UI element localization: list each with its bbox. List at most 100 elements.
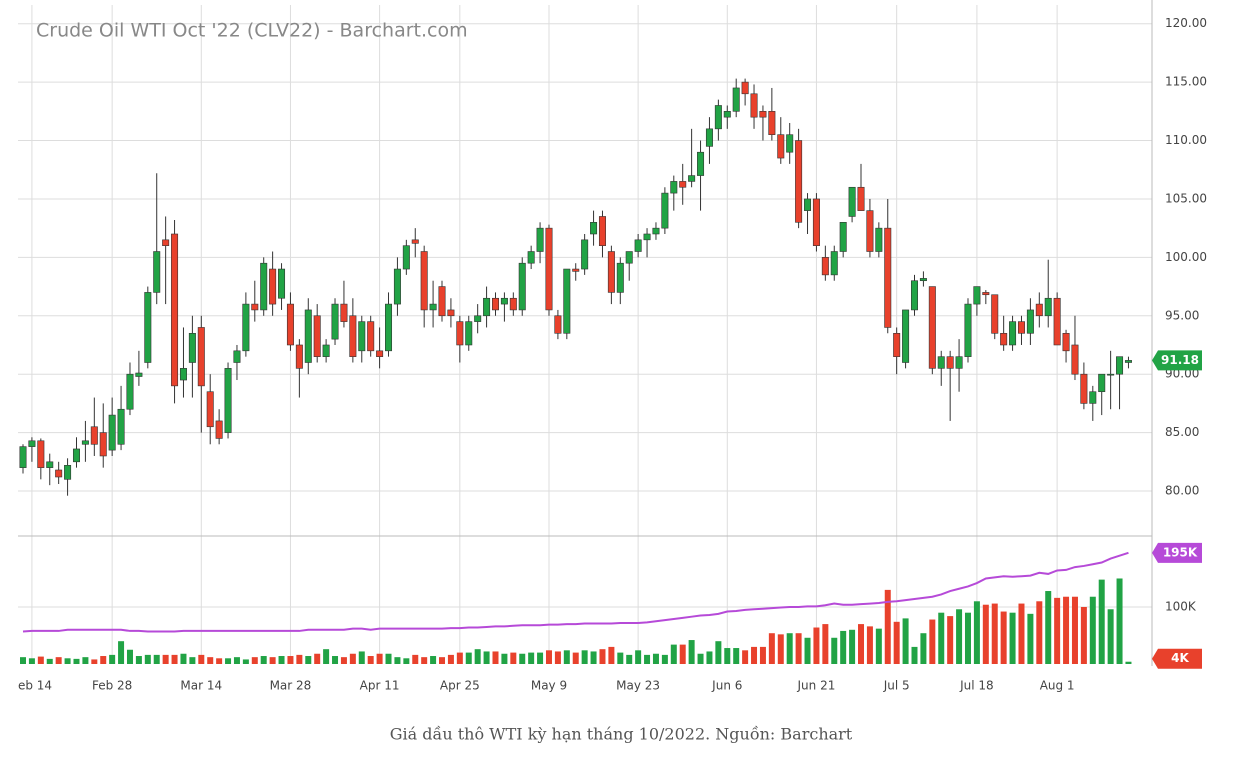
x-tick-label: Jul 18	[959, 679, 994, 693]
volume-bar	[1089, 596, 1096, 664]
volume-bar	[1063, 596, 1070, 664]
volume-bar	[198, 654, 205, 664]
candle-body	[625, 251, 633, 264]
candle-body	[500, 297, 508, 305]
volume-bar	[768, 633, 775, 664]
candle-body	[197, 327, 205, 387]
volume-bar	[956, 609, 963, 664]
volume-bar	[1000, 611, 1007, 664]
volume-bar	[1098, 579, 1105, 664]
y-axis: 80.0085.0090.0095.00100.00105.00110.0011…	[1152, 16, 1207, 669]
volume-bar	[332, 656, 339, 664]
volume-bar	[697, 653, 704, 664]
candle-body	[955, 356, 963, 369]
candle-body	[723, 111, 731, 118]
volume-bar	[902, 618, 909, 664]
candle-body	[358, 321, 366, 352]
volume-bar	[688, 640, 695, 664]
candle-body	[465, 321, 473, 346]
volume-bar	[528, 652, 535, 664]
last-volume-label-badge	[1152, 648, 1202, 669]
candle-body	[928, 286, 936, 369]
candle-body	[233, 350, 241, 363]
volume-bar	[777, 634, 784, 664]
volume-bar	[670, 644, 677, 664]
candle-body	[884, 227, 892, 328]
candle-body	[1000, 332, 1008, 346]
x-tick-label: Mar 28	[270, 679, 312, 693]
candle-body	[90, 426, 98, 445]
candle-body	[616, 262, 624, 293]
candle-body	[893, 332, 901, 357]
candle-body	[28, 440, 36, 447]
candle-body	[411, 239, 419, 244]
volume-bar	[715, 641, 722, 664]
volume-bar	[510, 652, 517, 664]
volume-bar	[572, 652, 579, 664]
candle-body	[420, 251, 428, 311]
candle-body	[1017, 321, 1025, 334]
volume-bar	[1080, 606, 1087, 664]
x-tick-label: Jun 21	[797, 679, 836, 693]
plot	[19, 78, 1132, 664]
x-axis: Feb 14 Feb 28 Mar 14 Mar 28 Apr 11 Apr 25 May …	[18, 679, 1075, 693]
volume-bar	[866, 626, 873, 664]
candle-body	[875, 227, 883, 252]
volume-bar	[314, 653, 321, 664]
volume-bar	[1116, 578, 1123, 664]
volume-bar	[37, 656, 44, 664]
volume-bar	[929, 619, 936, 664]
y-tick-label: 80.00	[1165, 484, 1199, 498]
volume-bar	[537, 652, 544, 664]
volume-bar	[82, 657, 89, 664]
candle-body	[759, 111, 767, 118]
volume-bar	[144, 654, 151, 664]
volume-bar	[340, 657, 347, 664]
volume-bar	[991, 603, 998, 664]
candle-body	[741, 81, 749, 95]
volume-bar	[964, 612, 971, 664]
candle-body	[313, 315, 321, 357]
last-price-label-badge	[1152, 350, 1202, 371]
candle-body	[563, 268, 571, 334]
candle-body	[697, 151, 705, 176]
x-tick-label: Jul 5	[883, 679, 910, 693]
volume-bar	[207, 657, 214, 664]
x-tick-label: Mar 14	[180, 679, 222, 693]
x-tick-label: Aug 1	[1040, 679, 1075, 693]
x-tick-label: May 9	[531, 679, 567, 693]
candle-body	[866, 210, 874, 252]
volume-bar	[519, 653, 526, 664]
volume-bar	[64, 658, 71, 664]
candle-body	[919, 278, 927, 282]
volume-bar	[180, 653, 187, 664]
candle-body	[991, 294, 999, 334]
volume-bar	[742, 650, 749, 664]
x-tick-label: Apr 25	[440, 679, 480, 693]
volume-bar	[189, 657, 196, 664]
candle-body	[367, 321, 375, 352]
candle-body	[55, 469, 63, 478]
volume-bar	[652, 653, 659, 664]
candle-body	[830, 251, 838, 276]
candle-body	[1062, 332, 1070, 352]
volume-bar	[323, 649, 330, 664]
volume-bar	[171, 654, 178, 664]
x-tick-label: Apr 11	[360, 679, 400, 693]
y-tick-label: 100K	[1165, 599, 1197, 613]
volume-bar	[385, 653, 392, 664]
candle-body	[1098, 373, 1106, 393]
candle-body	[340, 303, 348, 322]
volume-bar	[1071, 596, 1078, 664]
volume-bar	[296, 654, 303, 664]
candle-body	[242, 303, 250, 352]
candle-body	[286, 303, 294, 346]
volume-bar	[55, 657, 62, 664]
chart-title: Crude Oil WTI Oct '22 (CLV22) - Barchart…	[36, 20, 468, 42]
volume-bar	[1045, 591, 1052, 664]
candle-body	[1124, 360, 1132, 363]
candle-body	[144, 292, 152, 363]
candle-body	[839, 222, 847, 252]
volume-bar	[421, 657, 428, 664]
